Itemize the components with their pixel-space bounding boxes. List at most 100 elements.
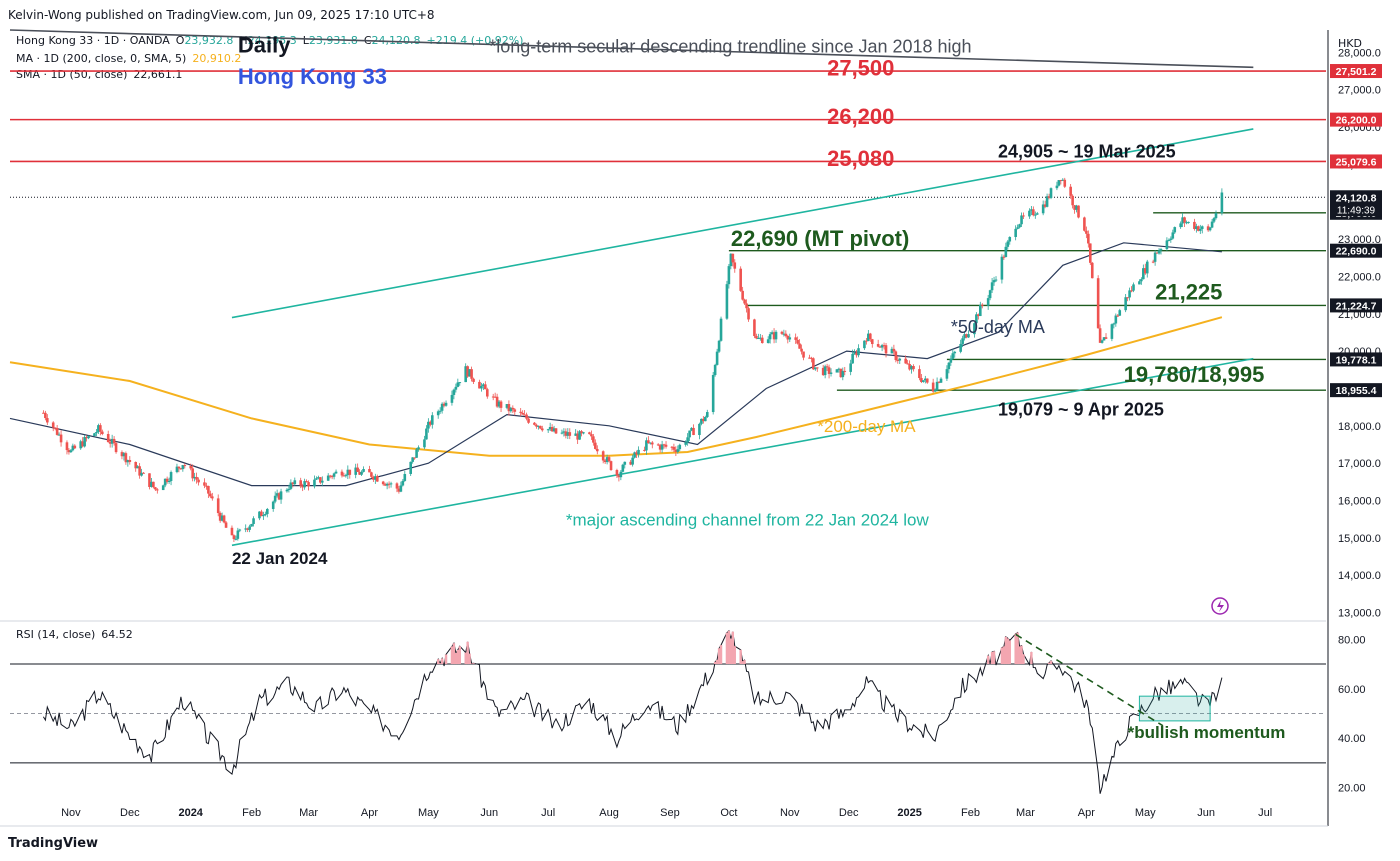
candle-body (808, 357, 811, 359)
candle-body (523, 414, 526, 416)
candle-body (136, 466, 139, 469)
candle-body (1173, 227, 1177, 233)
candle-body (1045, 196, 1049, 207)
candle-body (1061, 179, 1065, 181)
candle-body (436, 411, 440, 416)
candle-body (234, 538, 238, 540)
candle-body (931, 382, 935, 392)
candle-body (733, 262, 737, 269)
candle-body (1085, 230, 1088, 234)
candle-body (882, 345, 886, 347)
candle-body (959, 343, 962, 352)
level-price-tag-label: 21,224.7 (1336, 300, 1377, 312)
candle-body (1187, 221, 1190, 223)
rsi-trendline (1015, 633, 1164, 727)
candle-body (540, 428, 544, 431)
candle-body (700, 418, 703, 424)
chart-annotation: 26,200 (827, 104, 894, 129)
rsi-legend[interactable]: RSI (14, close) 64.52 (16, 628, 139, 641)
candle-body (920, 378, 923, 382)
candle-body (252, 518, 255, 525)
chart-annotation: 22,690 (MT pivot) (731, 226, 909, 251)
level-price-tag (1330, 352, 1382, 367)
candle-body (1118, 310, 1122, 316)
candle-body (507, 404, 511, 412)
last-price-tag-label: 24,120.8 (1336, 192, 1377, 204)
level-price-tag (1330, 383, 1382, 398)
candle-body (209, 493, 212, 497)
tradingview-logo[interactable]: TradingView (8, 836, 98, 851)
candle-body (566, 432, 570, 436)
candle-body (546, 429, 550, 431)
candle-body (138, 466, 141, 476)
candle-body (660, 444, 664, 450)
candle-body (1169, 238, 1173, 240)
alert-lightning-icon (1211, 597, 1229, 615)
candle-body (491, 396, 495, 398)
candle-body (988, 290, 992, 299)
candle-body (963, 334, 966, 339)
candle-body (1104, 337, 1108, 339)
candle-body (381, 481, 385, 485)
candle-body (869, 333, 872, 340)
candle-body (1165, 240, 1169, 250)
candle-body (592, 436, 595, 443)
candle-body (745, 303, 748, 309)
candle-body (1145, 261, 1149, 274)
candle-body (1041, 204, 1045, 214)
candle-body (1020, 215, 1023, 225)
ma200-legend[interactable]: MA · 1D (200, close, 0, SMA, 5) 20,910.2 (16, 52, 247, 65)
candle-body (484, 384, 487, 390)
candle-body (362, 469, 365, 472)
candle-body (348, 469, 352, 475)
candle-body (246, 528, 249, 530)
candle-body (513, 409, 517, 412)
candle-body (647, 440, 650, 444)
currency-label[interactable]: HKD (1338, 37, 1362, 50)
candle-body (1077, 205, 1080, 218)
time-tick-label: Jul (1258, 807, 1272, 819)
time-tick-label: Feb (242, 807, 261, 819)
candle-body (148, 473, 151, 487)
candle-body (79, 441, 83, 449)
candle-body (315, 478, 318, 480)
time-tick-label: May (418, 807, 439, 819)
candle-body (191, 468, 194, 479)
chart-annotation: 25,080 (827, 146, 894, 171)
candle-body (1171, 232, 1175, 239)
candle-body (788, 337, 792, 340)
candle-body (383, 484, 387, 486)
level-price-tag-label: 27,501.2 (1336, 66, 1377, 78)
candle-body (1034, 214, 1037, 216)
candle-body (480, 385, 483, 389)
candle-body (128, 460, 132, 462)
candle-body (623, 461, 627, 465)
candle-body (794, 337, 797, 340)
alert-lightning-icon-bolt (1217, 600, 1224, 612)
candle-body (645, 440, 648, 451)
level-price-tag (1330, 154, 1382, 169)
level-price-tag-label: 22,690.0 (1336, 246, 1377, 258)
rsi-value: 64.52 (101, 628, 133, 641)
candle-body (1055, 185, 1059, 189)
candle-body (849, 363, 852, 372)
candle-body (892, 348, 896, 352)
candle-body (395, 483, 399, 489)
candle-body (947, 362, 951, 370)
candle-body (890, 348, 894, 354)
candle-body (1143, 268, 1147, 274)
candle-body (372, 476, 375, 480)
chart-annotation: 19,079 ~ 9 Apr 2025 (998, 400, 1164, 420)
candle-body (664, 444, 668, 447)
candle-body (53, 427, 57, 429)
candle-body (370, 472, 373, 477)
candle-body (485, 389, 489, 397)
candle-body (603, 460, 607, 463)
candle-body (425, 428, 428, 440)
price-tick-label: 22,000.0 (1338, 271, 1381, 283)
candle-body (633, 452, 636, 458)
candle-body (1030, 209, 1033, 211)
candle-body (729, 253, 733, 267)
candle-body (727, 266, 731, 285)
